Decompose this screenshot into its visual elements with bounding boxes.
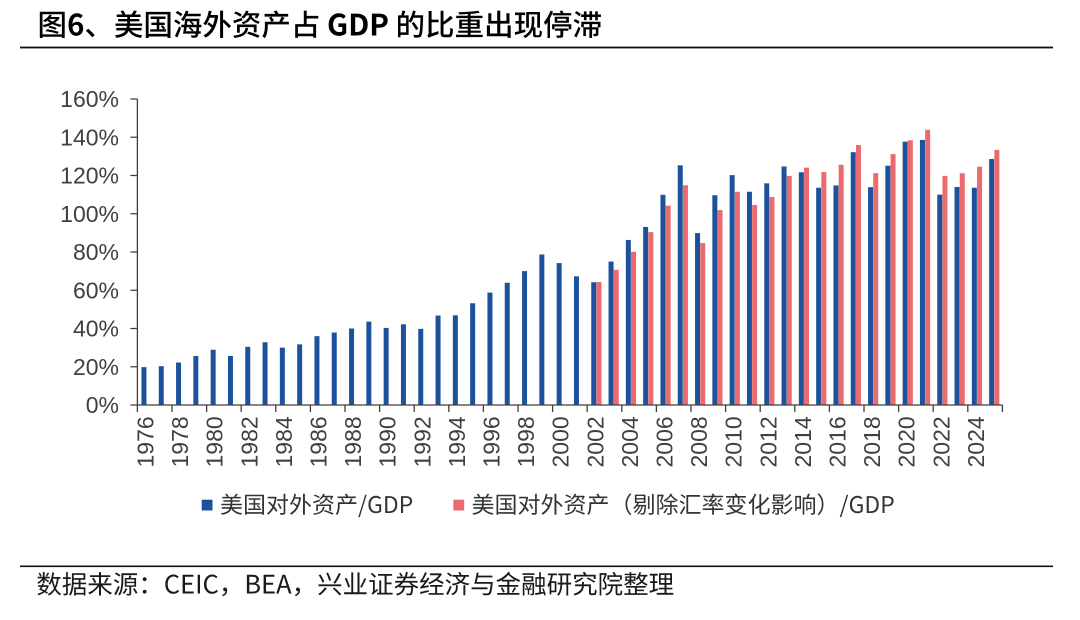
- svg-text:2004: 2004: [617, 416, 643, 467]
- svg-text:2012: 2012: [755, 416, 781, 467]
- svg-text:1986: 1986: [305, 416, 331, 467]
- svg-text:2000: 2000: [548, 416, 574, 467]
- svg-text:2018: 2018: [859, 416, 885, 467]
- svg-text:2020: 2020: [894, 416, 920, 467]
- svg-text:80%: 80%: [73, 239, 119, 265]
- svg-text:2014: 2014: [790, 416, 816, 467]
- svg-text:2006: 2006: [651, 416, 677, 467]
- svg-text:160%: 160%: [60, 86, 119, 112]
- svg-text:1992: 1992: [409, 416, 435, 467]
- svg-text:60%: 60%: [73, 277, 119, 303]
- svg-text:1994: 1994: [444, 416, 470, 467]
- svg-text:1998: 1998: [513, 416, 539, 467]
- svg-text:20%: 20%: [73, 354, 119, 380]
- svg-text:140%: 140%: [60, 124, 119, 150]
- svg-text:1980: 1980: [202, 416, 228, 467]
- svg-text:2022: 2022: [928, 416, 954, 467]
- svg-text:1984: 1984: [271, 416, 297, 467]
- svg-text:1978: 1978: [167, 416, 193, 467]
- svg-text:2016: 2016: [824, 416, 850, 467]
- svg-text:0%: 0%: [86, 392, 119, 418]
- svg-text:2010: 2010: [721, 416, 747, 467]
- svg-text:1976: 1976: [132, 416, 158, 467]
- svg-text:40%: 40%: [73, 316, 119, 342]
- svg-text:1990: 1990: [375, 416, 401, 467]
- svg-text:1988: 1988: [340, 416, 366, 467]
- svg-text:2008: 2008: [686, 416, 712, 467]
- svg-text:2002: 2002: [582, 416, 608, 467]
- svg-text:1982: 1982: [236, 416, 262, 467]
- svg-text:1996: 1996: [478, 416, 504, 467]
- svg-text:100%: 100%: [60, 201, 119, 227]
- svg-text:2024: 2024: [963, 416, 989, 467]
- svg-text:120%: 120%: [60, 163, 119, 189]
